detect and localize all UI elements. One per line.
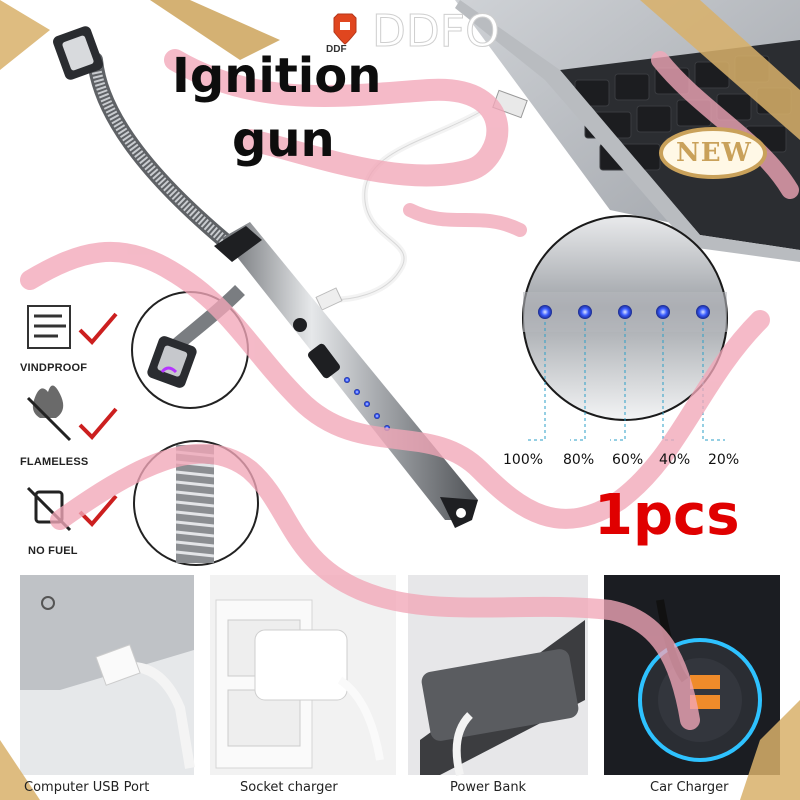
battery-level-100: 100% <box>503 452 544 468</box>
charging-label-socket: Socket charger <box>240 780 338 795</box>
new-badge-text: NEW <box>676 138 752 168</box>
feature-icons <box>26 305 118 532</box>
battery-level-20: 20% <box>708 452 740 468</box>
battery-level-80: 80% <box>563 452 595 468</box>
battery-zoom <box>522 215 728 441</box>
product-title-line1: Ignition <box>172 48 382 104</box>
brand-logo <box>333 13 357 45</box>
feature-label-flameless: FLAMELESS <box>20 456 89 468</box>
feature-label-no-fuel: NO FUEL <box>28 545 78 557</box>
brand-watermark: DDFO <box>372 6 501 57</box>
pink-ribbon <box>20 49 799 730</box>
battery-level-60: 60% <box>612 452 644 468</box>
charging-label-powerbank: Power Bank <box>450 780 527 795</box>
quantity-label: 1pcs <box>594 483 740 548</box>
feature-label-windproof: VINDPROOF <box>20 362 88 374</box>
lighter-neck <box>53 26 238 253</box>
charging-label-computer: Computer USB Port <box>24 780 150 795</box>
brand-logo-text: DDF <box>326 44 347 55</box>
new-badge <box>659 127 767 179</box>
battery-level-40: 40% <box>659 452 691 468</box>
charging-label-car: Car Charger <box>650 780 729 795</box>
product-title-line2: gun <box>232 112 335 168</box>
